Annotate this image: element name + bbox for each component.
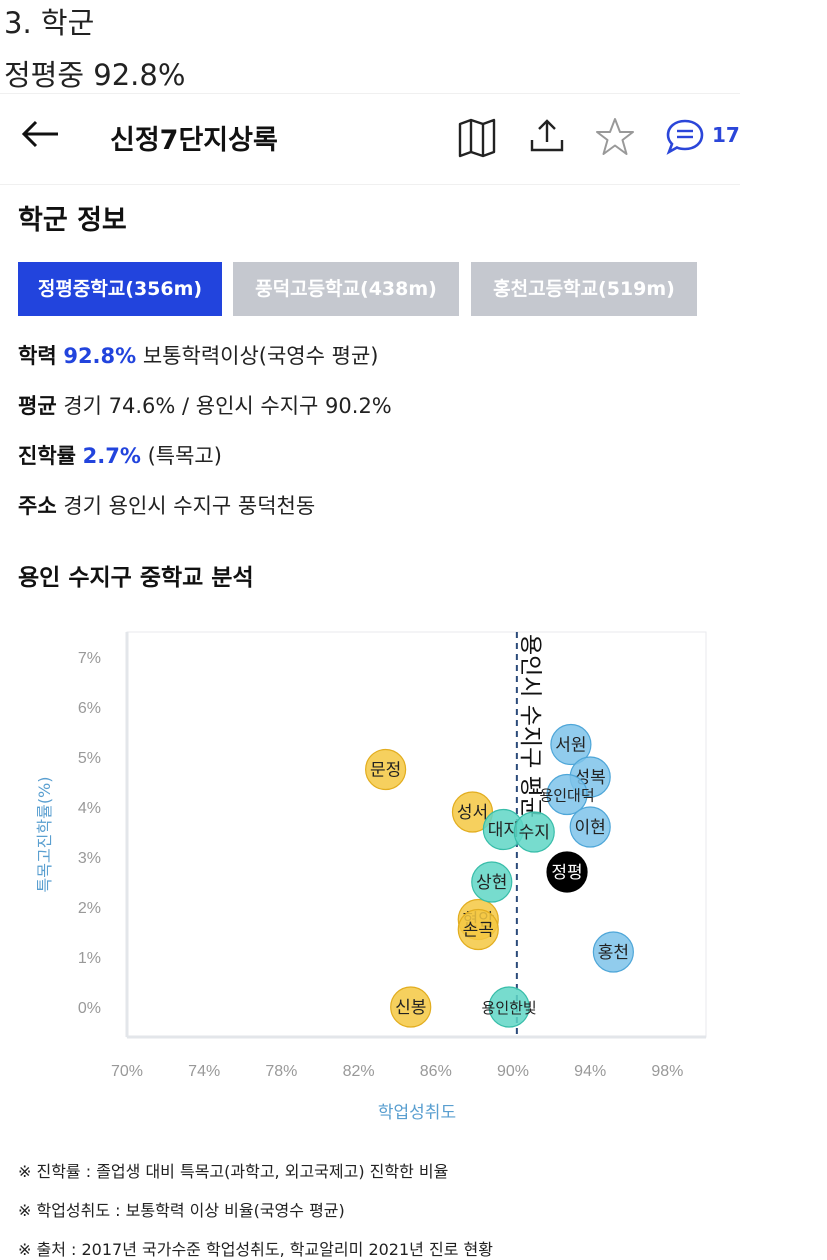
reference-line-label: 용인시 수지구 평균 xyxy=(517,634,543,818)
data-point-label: 이현 xyxy=(575,818,606,838)
data-point-label: 홍천 xyxy=(598,943,629,963)
y-tick-label: 6% xyxy=(78,700,101,717)
data-point-label: 서원 xyxy=(555,736,586,756)
x-tick-label: 70% xyxy=(111,1063,143,1080)
y-tick-label: 1% xyxy=(78,950,101,967)
data-point-label: 용인대덕 xyxy=(539,787,594,805)
comment-count: 17 xyxy=(712,123,740,147)
info-advance-value: 2.7% xyxy=(82,444,141,468)
data-point xyxy=(550,723,592,766)
analysis-title: 용인 수지구 중학교 분석 xyxy=(18,565,254,591)
x-axis-title: 학업성취도 xyxy=(378,1103,456,1123)
data-point xyxy=(451,791,494,833)
data-point xyxy=(592,931,634,973)
x-tick-label: 86% xyxy=(420,1063,452,1080)
note-source: ※ 출처 : 2017년 국가수준 학업성취도, 학교알리미 2021년 진로 … xyxy=(18,1240,493,1259)
x-tick-label: 78% xyxy=(265,1063,297,1080)
x-tick-label: 82% xyxy=(343,1063,375,1080)
data-point xyxy=(546,773,588,816)
map-icon[interactable] xyxy=(456,116,498,158)
data-point xyxy=(569,806,611,848)
info-advance-rate: 진학률 2.7% (특목고) xyxy=(18,440,222,470)
caption-title: 3. 학군 xyxy=(4,6,95,40)
plot-frame xyxy=(126,631,707,1038)
y-tick-label: 4% xyxy=(78,800,101,817)
data-point-label: 신봉 xyxy=(395,998,426,1018)
data-point-label: 문정 xyxy=(370,761,401,781)
info-average: 평균 경기 74.6% / 용인시 수지구 90.2% xyxy=(18,390,392,420)
data-point-label: 수지 xyxy=(519,823,550,843)
info-average-label: 평균 xyxy=(18,394,57,418)
tab-hongcheon-high[interactable]: 홍천고등학교(519m) xyxy=(471,262,697,316)
arrow-left-icon[interactable] xyxy=(20,114,64,154)
x-tick-label: 90% xyxy=(497,1063,529,1080)
scatter-chart-svg: 7% 6% 5% 4% 3% 2% 1% 0% 70% 74% 78% 82% 86% 90% 94% 98%… xyxy=(35,631,707,1123)
comment-button[interactable]: 17 xyxy=(664,116,744,158)
tab-pungdeok-high[interactable]: 풍덕고등학교(438m) xyxy=(233,262,459,316)
info-academic-label: 학력 xyxy=(18,344,57,368)
data-point-label: 성서 xyxy=(457,803,488,823)
scatter-chart: 7% 6% 5% 4% 3% 2% 1% 0% 70% 74% 78% 82% 86% 90% 94% 98%… xyxy=(0,610,740,1130)
data-point-label: 손곡 xyxy=(463,921,494,941)
comment-icon xyxy=(666,119,704,155)
y-tick-label: 3% xyxy=(78,850,101,867)
section-title: 학군 정보 xyxy=(18,205,127,236)
data-point-label: 용인한빛 xyxy=(482,999,537,1017)
info-address-label: 주소 xyxy=(18,494,57,518)
info-advance-label: 진학률 xyxy=(18,444,76,468)
info-average-desc: 경기 74.6% / 용인시 수지구 90.2% xyxy=(63,394,392,418)
data-point xyxy=(513,811,555,853)
star-icon[interactable] xyxy=(594,116,636,158)
info-advance-desc: (특목고) xyxy=(147,444,222,468)
data-point-label: 대지 xyxy=(488,821,519,841)
x-tick-label: 98% xyxy=(651,1063,683,1080)
share-icon[interactable] xyxy=(526,116,568,158)
page-title: 신정7단지상록 xyxy=(110,125,278,156)
info-address-desc: 경기 용인시 수지구 풍덕천동 xyxy=(63,494,316,518)
tab-jeongpyeong-middle[interactable]: 정평중학교(356m) xyxy=(18,262,222,316)
info-academic-desc: 보통학력이상(국영수 평균) xyxy=(142,344,379,368)
data-point xyxy=(365,748,407,791)
note-advance-rate: ※ 진학률 : 졸업생 대비 특목고(과학고, 외고국제고) 진학한 비율 xyxy=(18,1162,449,1181)
data-point xyxy=(488,986,530,1028)
data-point xyxy=(457,908,499,951)
note-achievement: ※ 학업성취도 : 보통학력 이상 비율(국영수 평균) xyxy=(18,1201,345,1220)
data-point-label: 정평 xyxy=(551,863,582,883)
data-point xyxy=(546,851,588,893)
y-tick-label: 0% xyxy=(78,1000,101,1017)
y-axis-title: 특목고진학률(%) xyxy=(35,776,54,892)
x-tick-label: 74% xyxy=(188,1063,220,1080)
x-tick-label: 94% xyxy=(574,1063,606,1080)
info-academic-value: 92.8% xyxy=(63,344,137,368)
caption-subtitle: 정평중 92.8% xyxy=(4,58,186,92)
data-point xyxy=(390,986,432,1028)
info-address: 주소 경기 용인시 수지구 풍덕천동 xyxy=(18,490,315,520)
y-tick-label: 5% xyxy=(78,750,101,767)
info-academic: 학력 92.8% 보통학력이상(국영수 평균) xyxy=(18,340,378,370)
y-tick-label: 7% xyxy=(78,650,101,667)
data-point xyxy=(471,861,513,903)
app-bar: 신정7단지상록 17 xyxy=(0,93,740,185)
data-point-label: 상현 xyxy=(476,873,507,893)
y-tick-label: 2% xyxy=(78,900,101,917)
